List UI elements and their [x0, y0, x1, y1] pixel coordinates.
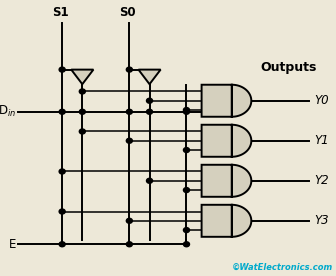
Circle shape — [183, 188, 190, 193]
Circle shape — [79, 129, 85, 134]
Text: D$_{in}$: D$_{in}$ — [0, 104, 16, 119]
Circle shape — [146, 98, 153, 103]
Text: Outputs: Outputs — [261, 61, 317, 74]
Circle shape — [59, 242, 65, 247]
Polygon shape — [202, 85, 251, 117]
Circle shape — [126, 242, 132, 247]
Polygon shape — [71, 70, 93, 84]
Text: E: E — [8, 238, 16, 251]
Text: Y1: Y1 — [314, 134, 329, 147]
Polygon shape — [202, 125, 251, 157]
Circle shape — [146, 109, 153, 114]
Text: S0: S0 — [119, 6, 136, 19]
Circle shape — [183, 109, 190, 114]
Circle shape — [183, 242, 190, 247]
Polygon shape — [202, 205, 251, 237]
Circle shape — [183, 228, 190, 233]
Circle shape — [183, 108, 190, 113]
Circle shape — [59, 109, 65, 114]
Circle shape — [79, 109, 85, 114]
Circle shape — [126, 138, 132, 143]
Text: Y0: Y0 — [314, 94, 329, 107]
Circle shape — [126, 109, 132, 114]
Circle shape — [126, 218, 132, 223]
Circle shape — [59, 209, 65, 214]
Circle shape — [126, 67, 132, 72]
Circle shape — [59, 67, 65, 72]
Polygon shape — [138, 70, 161, 84]
Text: Y3: Y3 — [314, 214, 329, 227]
Text: Y2: Y2 — [314, 174, 329, 187]
Circle shape — [183, 148, 190, 153]
Circle shape — [59, 169, 65, 174]
Circle shape — [79, 89, 85, 94]
Text: ©WatElectronics.com: ©WatElectronics.com — [232, 263, 333, 272]
Text: S1: S1 — [52, 6, 69, 19]
Circle shape — [146, 178, 153, 183]
Polygon shape — [202, 165, 251, 197]
